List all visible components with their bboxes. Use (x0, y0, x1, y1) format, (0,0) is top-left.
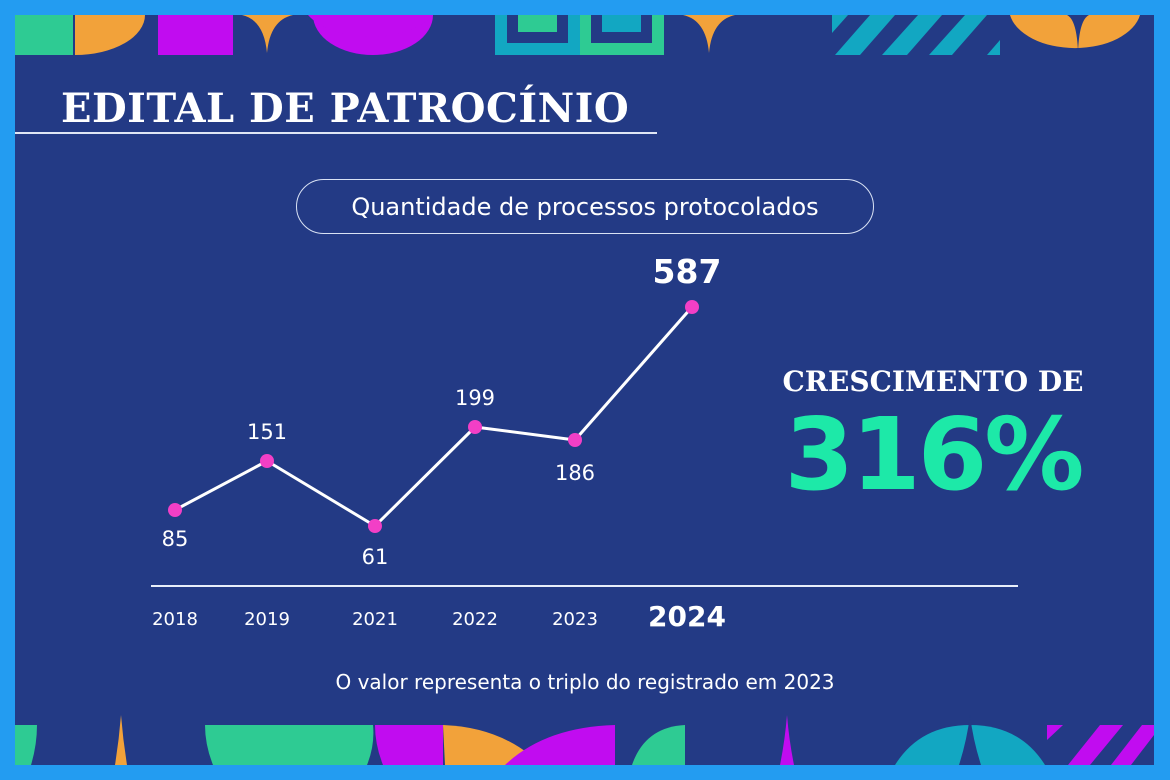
bottom-decoration (15, 715, 1154, 765)
data-markers (168, 300, 699, 533)
x-axis-tick-labels: 2018 2019 2021 2022 2023 2024 (152, 600, 726, 633)
data-value-label: 61 (362, 545, 389, 569)
infographic-frame: EDITAL DE PATROCÍNIO Quantidade de proce… (15, 15, 1154, 765)
data-labels: 85 151 61 199 186 587 (162, 252, 722, 569)
series-line (174, 306, 694, 528)
decorative-shapes (15, 15, 1154, 765)
data-point-marker (168, 503, 182, 517)
x-axis-year-label: 2022 (452, 609, 498, 630)
x-axis-year-label: 2021 (352, 609, 398, 630)
data-point-marker (368, 519, 382, 533)
x-axis-year-label: 2024 (648, 600, 726, 633)
line-chart: 85 151 61 199 186 587 2018 2019 2021 2022 2023 202… (151, 252, 1018, 633)
data-value-label: 151 (247, 420, 287, 444)
footnote: O valor representa o triplo do registrad… (335, 670, 835, 694)
data-value-label: 85 (162, 527, 189, 551)
data-point-marker (685, 300, 699, 314)
growth-label: CRESCIMENTO DE (782, 365, 1084, 398)
title-underline (15, 132, 657, 134)
x-axis-year-label: 2023 (552, 609, 598, 630)
x-axis-year-label: 2019 (244, 609, 290, 630)
data-value-label: 199 (455, 386, 495, 410)
data-value-label: 587 (653, 252, 722, 291)
x-axis-year-label: 2018 (152, 609, 198, 630)
data-value-label: 186 (555, 461, 595, 485)
top-decoration (15, 15, 1154, 55)
chart-title: Quantidade de processos protocolados (351, 192, 819, 221)
data-point-marker (468, 420, 482, 434)
data-point-marker (568, 433, 582, 447)
page-title: EDITAL DE PATROCÍNIO (61, 85, 630, 132)
growth-value: 316% (784, 396, 1085, 513)
data-point-marker (260, 454, 274, 468)
chart-title-pill: Quantidade de processos protocolados (296, 179, 874, 234)
